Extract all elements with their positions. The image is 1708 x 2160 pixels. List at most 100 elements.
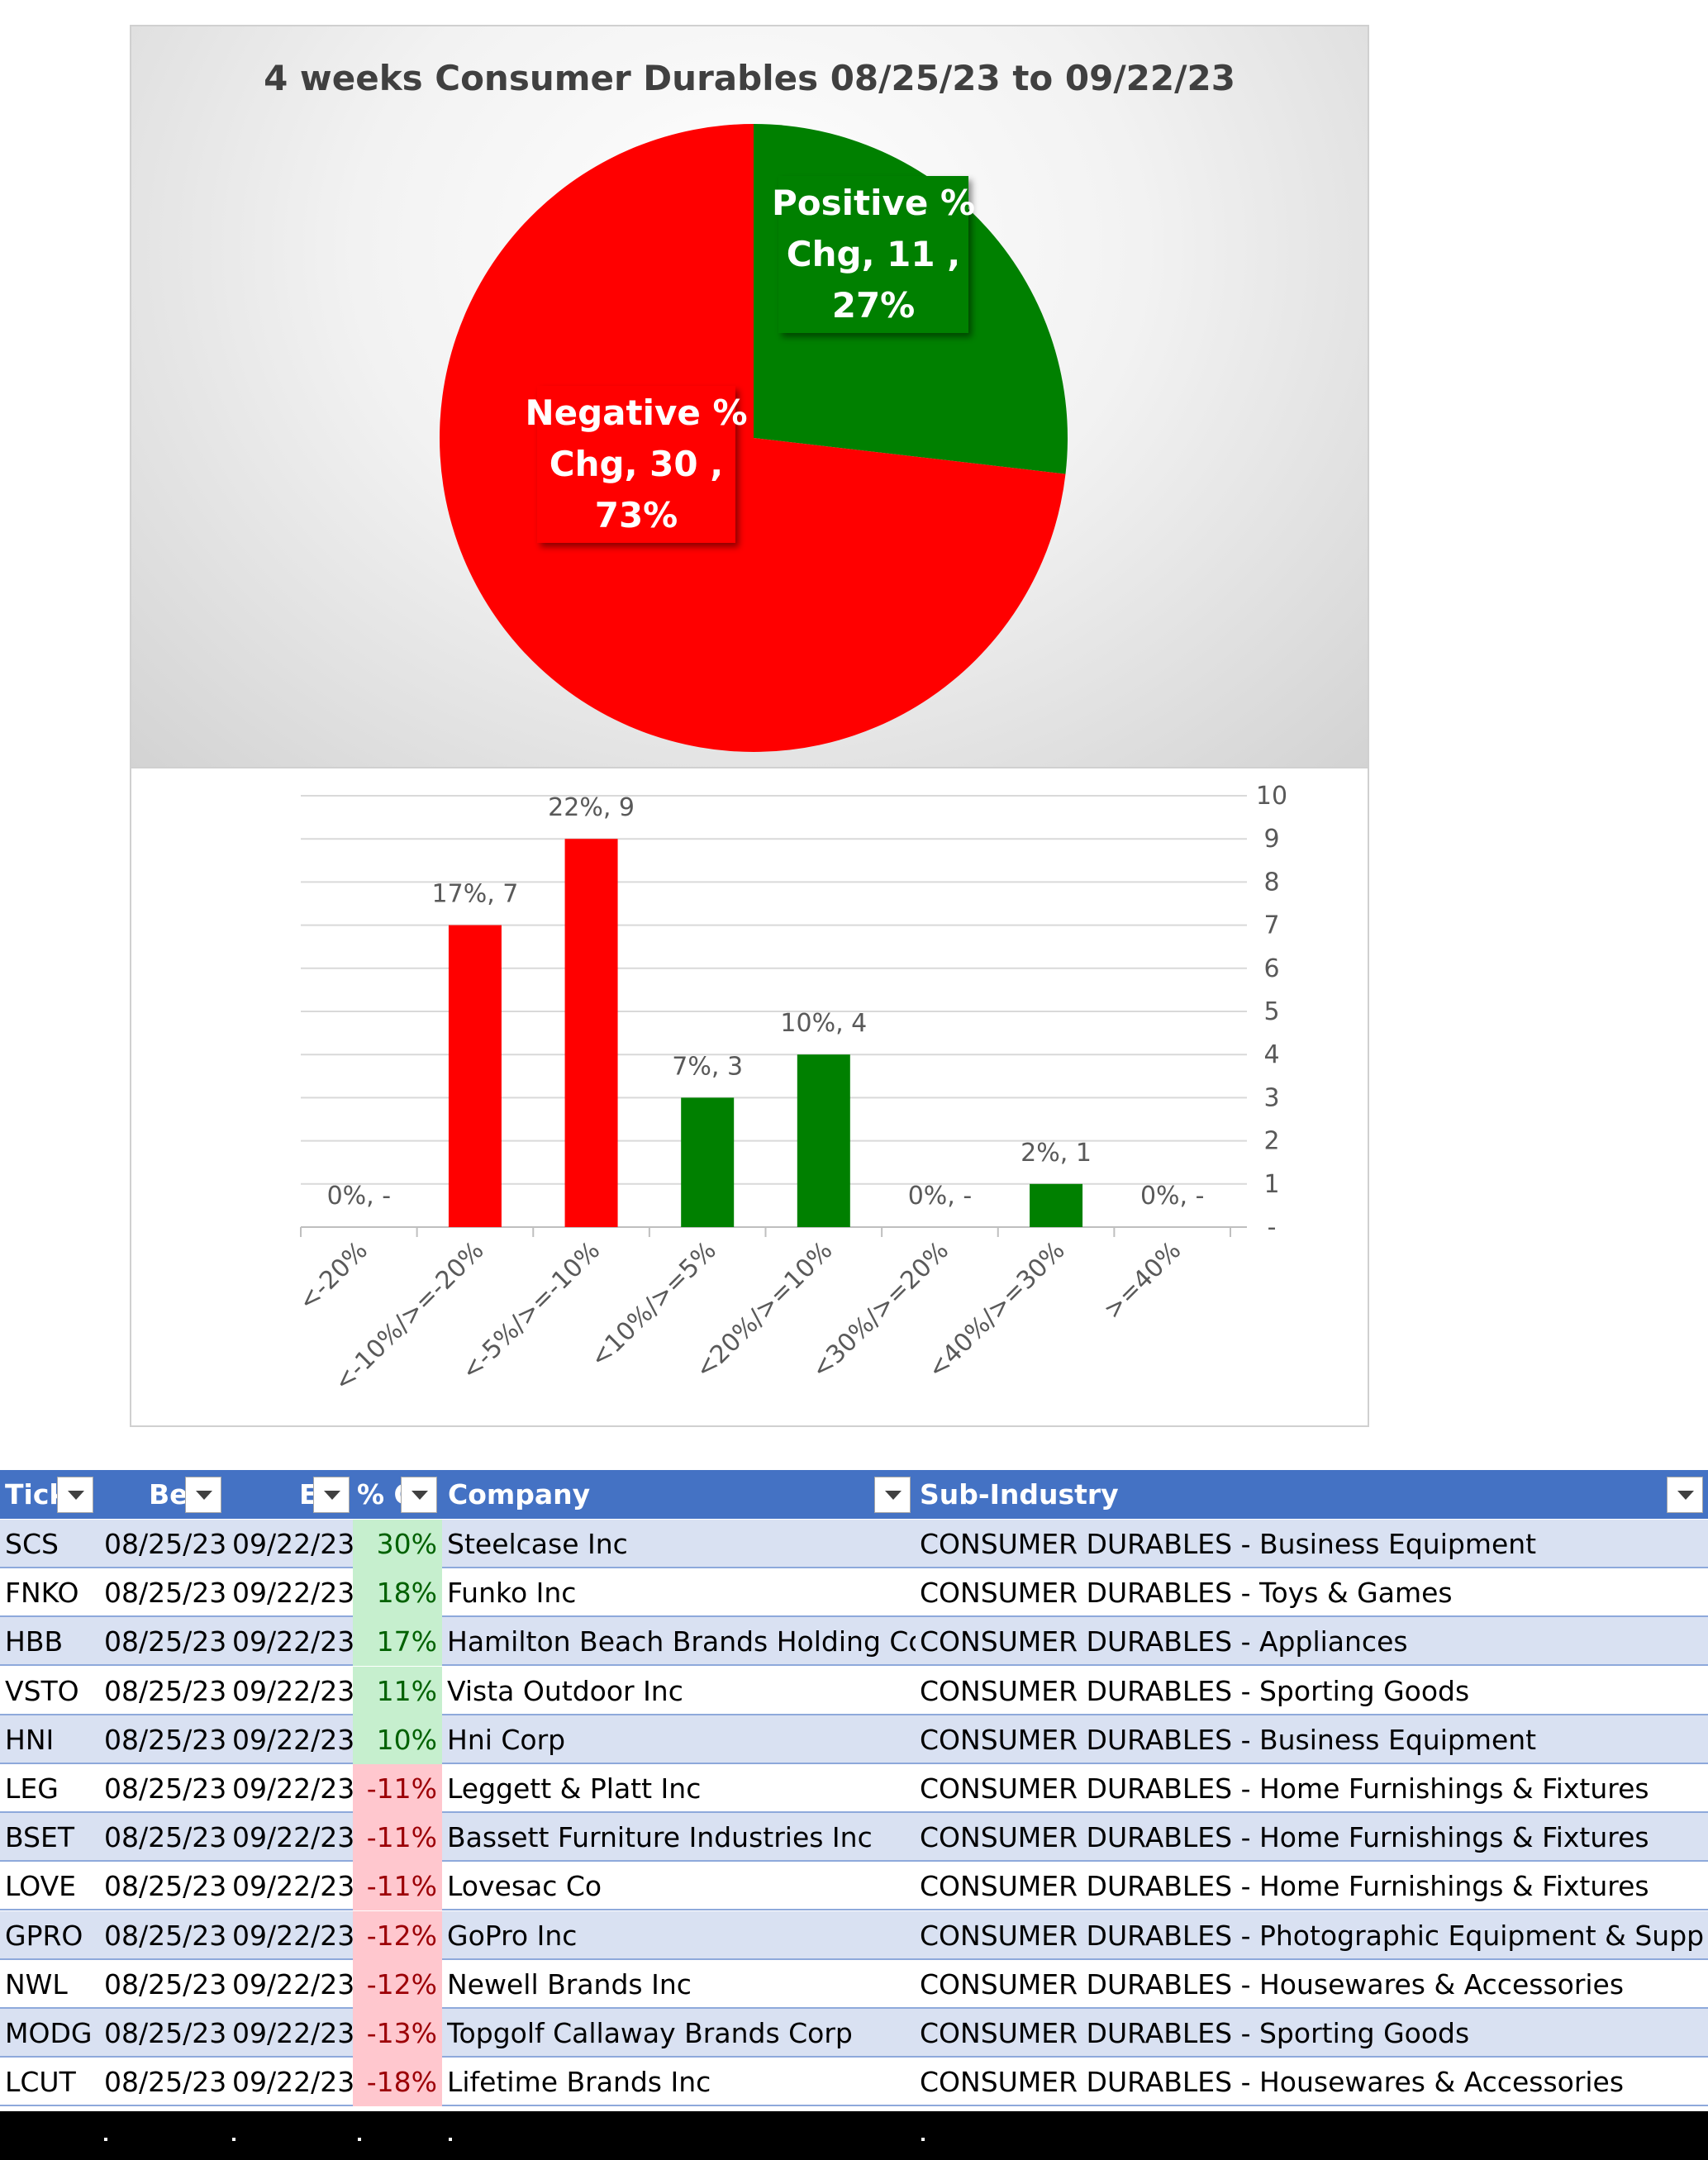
pct-change-cell[interactable]: -11% [353, 1813, 442, 1863]
cell-marker [232, 2138, 236, 2141]
table-row[interactable]: HNI 08/25/23 09/22/23 10% Hni Corp CONSUMER D… [0, 1715, 1708, 1764]
column-header[interactable]: Tick [5, 1478, 57, 1511]
company-cell[interactable]: Leggett & Platt Inc [447, 1772, 702, 1805]
begin-date-cell[interactable]: 08/25/23 [104, 1625, 227, 1658]
ticker-cell[interactable]: FNKO [5, 1577, 79, 1610]
filter-dropdown-icon[interactable] [874, 1477, 911, 1513]
end-date-cell[interactable]: 09/22/23 [232, 2066, 355, 2099]
begin-date-cell[interactable]: 08/25/23 [104, 1919, 227, 1952]
end-date-cell[interactable]: 09/22/23 [232, 1577, 355, 1610]
pct-change-cell[interactable]: -13% [353, 2009, 442, 2058]
filter-dropdown-icon[interactable] [401, 1477, 437, 1513]
ticker-cell[interactable]: SCS [5, 1528, 59, 1560]
ticker-cell[interactable]: MODG [5, 2017, 93, 2049]
end-date-cell[interactable]: 09/22/23 [232, 2017, 355, 2049]
begin-date-cell[interactable]: 08/25/23 [104, 1577, 227, 1610]
company-cell[interactable]: Lovesac Co [447, 1870, 602, 1903]
table-row[interactable]: LOVE 08/25/23 09/22/23 -11% Lovesac Co CONSUM… [0, 1862, 1708, 1911]
sub-industry-cell[interactable]: CONSUMER DURABLES - Home Furnishings & F… [920, 1772, 1649, 1805]
pct-change-cell[interactable]: -11% [353, 1862, 442, 1911]
ticker-cell[interactable]: LOVE [5, 1870, 77, 1903]
filter-dropdown-icon[interactable] [57, 1477, 93, 1513]
end-date-cell[interactable]: 09/22/23 [232, 1870, 355, 1903]
sub-industry-cell[interactable]: CONSUMER DURABLES - Toys & Games [920, 1577, 1453, 1610]
company-cell[interactable]: Vista Outdoor Inc [447, 1674, 683, 1707]
table-row[interactable]: VSTO 08/25/23 09/22/23 11% Vista Outdoor Inc… [0, 1666, 1708, 1715]
ticker-cell[interactable]: HBB [5, 1625, 64, 1658]
pct-change-cell[interactable]: -12% [353, 1959, 442, 2009]
pct-change-cell[interactable]: 10% [353, 1715, 442, 1764]
company-cell[interactable]: Topgolf Callaway Brands Corp [447, 2017, 853, 2049]
ticker-cell[interactable]: GPRO [5, 1919, 83, 1952]
pct-change-cell[interactable]: 17% [353, 1617, 442, 1667]
begin-date-cell[interactable]: 08/25/23 [104, 1528, 227, 1560]
end-date-cell[interactable]: 09/22/23 [232, 1919, 355, 1952]
filter-dropdown-icon[interactable] [313, 1477, 350, 1513]
pie-label-negative: Negative % Chg, 30 , 73% [525, 386, 748, 543]
table-row[interactable]: MODG 08/25/23 09/22/23 -13% Topgolf Callaway… [0, 2009, 1708, 2058]
end-date-cell[interactable]: 09/22/23 [232, 1967, 355, 2001]
end-date-cell[interactable]: 09/22/23 [232, 1674, 355, 1707]
ticker-cell[interactable]: BSET [5, 1821, 75, 1854]
begin-date-cell[interactable]: 08/25/23 [104, 2066, 227, 2099]
end-date-cell[interactable]: 09/22/23 [232, 1528, 355, 1560]
y-tick-label: 5 [1263, 997, 1279, 1026]
begin-date-cell[interactable]: 08/25/23 [104, 1821, 227, 1854]
sub-industry-cell[interactable]: CONSUMER DURABLES - Housewares & Accesso… [920, 2066, 1625, 2099]
sub-industry-cell[interactable]: CONSUMER DURABLES - Appliances [920, 1625, 1408, 1658]
column-header[interactable]: % C [357, 1478, 401, 1511]
begin-date-cell[interactable]: 08/25/23 [104, 1870, 227, 1903]
column-header[interactable]: Company [448, 1478, 591, 1511]
sub-industry-cell[interactable]: CONSUMER DURABLES - Home Furnishings & F… [920, 1870, 1649, 1903]
ticker-cell[interactable]: NWL [5, 1967, 68, 2001]
company-cell[interactable]: Hamilton Beach Brands Holding Com [447, 1625, 916, 1658]
company-cell[interactable]: Steelcase Inc [447, 1528, 628, 1560]
sub-industry-cell[interactable]: CONSUMER DURABLES - Business Equipment [920, 1528, 1537, 1560]
pct-change-cell[interactable]: -12% [353, 1910, 442, 1960]
sub-industry-cell[interactable]: CONSUMER DURABLES - Photographic Equipme… [920, 1919, 1705, 1952]
y-tick-label: 9 [1263, 825, 1279, 854]
begin-date-cell[interactable]: 08/25/23 [104, 2017, 227, 2049]
end-date-cell[interactable]: 09/22/23 [232, 1821, 355, 1854]
company-cell[interactable]: Bassett Furniture Industries Inc [447, 1821, 873, 1854]
sub-industry-cell[interactable]: CONSUMER DURABLES - Sporting Goods [920, 2017, 1470, 2049]
sub-industry-cell[interactable]: CONSUMER DURABLES - Housewares & Accesso… [920, 1967, 1625, 2001]
table-row[interactable]: NWL 08/25/23 09/22/23 -12% Newell Brands Inc… [0, 1959, 1708, 2009]
pct-change-cell[interactable]: -11% [353, 1764, 442, 1813]
pct-change-cell[interactable]: 18% [353, 1568, 442, 1618]
table-row[interactable]: LCUT 08/25/23 09/22/23 -18% Lifetime Brands … [0, 2058, 1708, 2107]
table-row[interactable]: LEG 08/25/23 09/22/23 -11% Leggett & Platt I… [0, 1764, 1708, 1813]
ticker-cell[interactable]: VSTO [5, 1674, 79, 1707]
column-header[interactable]: Be [149, 1478, 185, 1511]
company-cell[interactable]: Newell Brands Inc [447, 1967, 692, 2001]
begin-date-cell[interactable]: 08/25/23 [104, 1674, 227, 1707]
company-cell[interactable]: GoPro Inc [447, 1919, 578, 1952]
filter-dropdown-icon[interactable] [1667, 1477, 1703, 1513]
sub-industry-cell[interactable]: CONSUMER DURABLES - Home Furnishings & F… [920, 1821, 1649, 1854]
column-header[interactable]: E [299, 1478, 313, 1511]
end-date-cell[interactable]: 09/22/23 [232, 1772, 355, 1805]
table-row[interactable]: FNKO 08/25/23 09/22/23 18% Funko Inc CONSUMER… [0, 1568, 1708, 1618]
ticker-cell[interactable]: HNI [5, 1723, 55, 1756]
end-date-cell[interactable]: 09/22/23 [232, 1625, 355, 1658]
ticker-cell[interactable]: LCUT [5, 2066, 76, 2099]
begin-date-cell[interactable]: 08/25/23 [104, 1723, 227, 1756]
pct-change-cell[interactable]: 30% [353, 1520, 442, 1568]
column-header[interactable]: Sub-Industry [920, 1478, 1119, 1511]
ticker-cell[interactable]: LEG [5, 1772, 59, 1805]
table-row[interactable]: BSET 08/25/23 09/22/23 -11% Bassett Furnitur… [0, 1813, 1708, 1863]
sub-industry-cell[interactable]: CONSUMER DURABLES - Business Equipment [920, 1723, 1537, 1756]
table-row[interactable]: SCS 08/25/23 09/22/23 30% Steelcase Inc CONSU… [0, 1520, 1708, 1568]
company-cell[interactable]: Lifetime Brands Inc [447, 2066, 711, 2099]
begin-date-cell[interactable]: 08/25/23 [104, 1967, 227, 2001]
end-date-cell[interactable]: 09/22/23 [232, 1723, 355, 1756]
company-cell[interactable]: Hni Corp [447, 1723, 566, 1756]
pct-change-cell[interactable]: -18% [353, 2058, 442, 2107]
company-cell[interactable]: Funko Inc [447, 1577, 577, 1610]
table-row[interactable]: HBB 08/25/23 09/22/23 17% Hamilton Beach Bra… [0, 1617, 1708, 1667]
filter-dropdown-icon[interactable] [185, 1477, 221, 1513]
sub-industry-cell[interactable]: CONSUMER DURABLES - Sporting Goods [920, 1674, 1470, 1707]
pct-change-cell[interactable]: 11% [353, 1666, 442, 1715]
begin-date-cell[interactable]: 08/25/23 [104, 1772, 227, 1805]
table-row[interactable]: GPRO 08/25/23 09/22/23 -12% GoPro Inc CONSUME… [0, 1910, 1708, 1960]
